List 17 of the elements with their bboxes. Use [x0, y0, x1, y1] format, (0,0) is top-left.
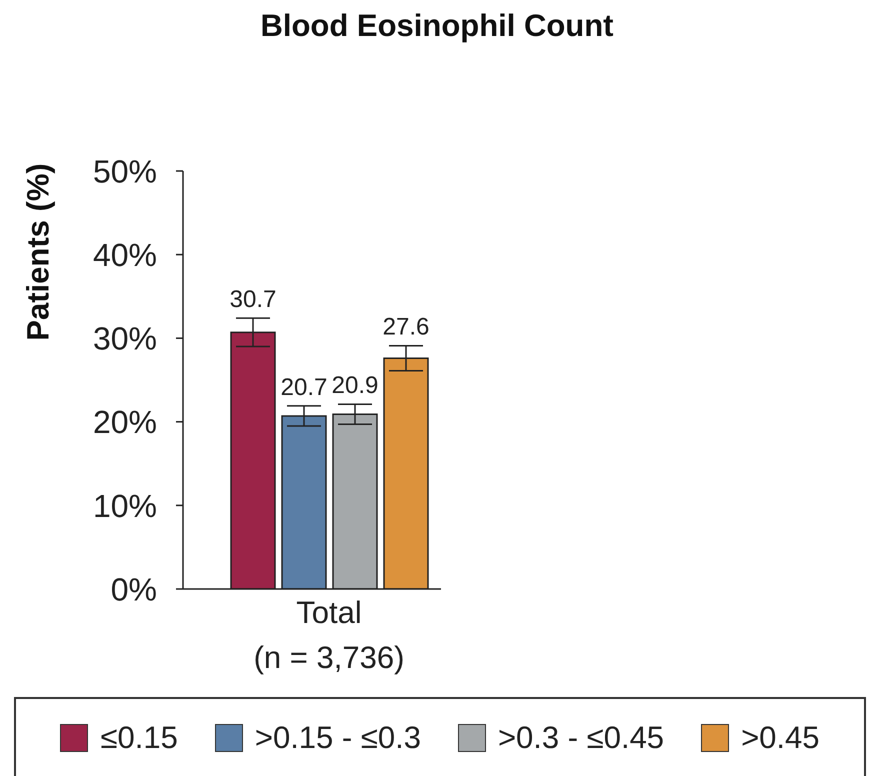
y-tick-label: 20% [92, 404, 157, 440]
y-tick-label: 10% [92, 488, 157, 524]
data-label: 20.7 [280, 374, 328, 401]
y-tick-label: 30% [92, 320, 157, 357]
x-tick-label: Total (n = 3,736) [254, 595, 404, 675]
y-tick-label: 40% [92, 236, 157, 273]
chart-title: Blood Eosinophil Count [260, 7, 614, 45]
legend-label: >0.15 - ≤0.3 [254, 720, 421, 756]
data-label: 27.6 [382, 314, 430, 341]
legend-label: ≤0.15 [100, 720, 178, 756]
data-label: 20.9 [332, 372, 378, 400]
legend-label: >0.3 - ≤0.45 [498, 720, 664, 756]
data-label: 30.7 [230, 286, 276, 314]
y-tick-label: 0% [110, 571, 157, 608]
y-axis-title: Patients (%) [20, 163, 56, 341]
y-tick-label: 50% [92, 153, 157, 190]
legend-label: >0.45 [741, 720, 820, 756]
